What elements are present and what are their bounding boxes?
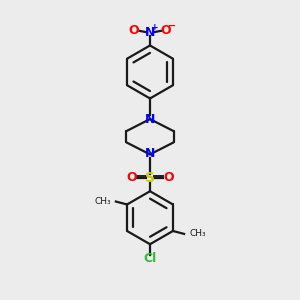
Text: +: +	[151, 23, 159, 32]
Text: −: −	[168, 20, 176, 30]
Text: N: N	[145, 147, 155, 160]
Text: O: O	[163, 172, 174, 184]
Text: N: N	[145, 112, 155, 126]
Text: N: N	[145, 26, 155, 39]
Text: O: O	[128, 24, 139, 37]
Text: O: O	[160, 24, 171, 37]
Text: CH₃: CH₃	[94, 197, 111, 206]
Text: Cl: Cl	[143, 252, 157, 266]
Text: CH₃: CH₃	[189, 230, 206, 238]
Text: O: O	[126, 172, 137, 184]
Text: S: S	[145, 171, 155, 185]
